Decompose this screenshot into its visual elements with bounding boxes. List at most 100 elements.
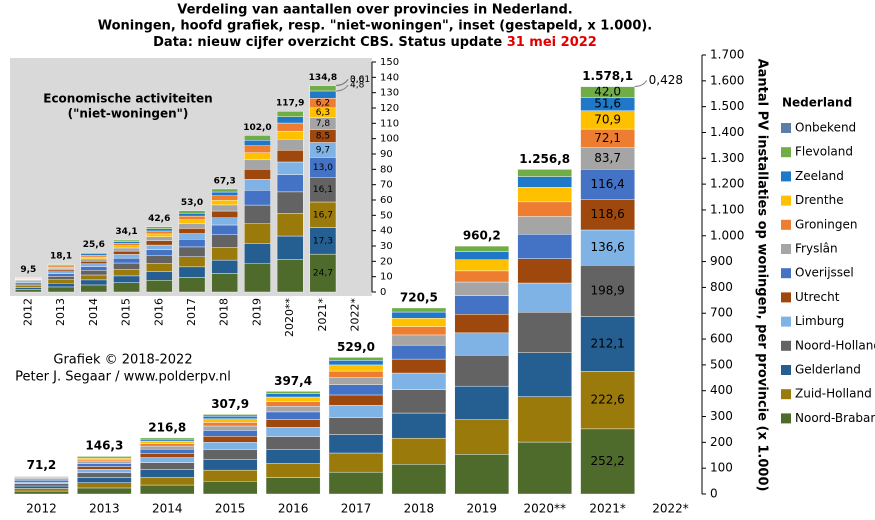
main-y-tick-label: 500 [710, 357, 733, 371]
leader-line [634, 80, 648, 87]
inset-bar-segment [309, 201, 337, 228]
main-bar-segment [391, 437, 447, 465]
inset-bar-segment [145, 279, 173, 293]
inset-bar-segment [178, 256, 206, 268]
inset-bar-segment [276, 259, 304, 293]
main-y-tick-label: 600 [710, 332, 733, 346]
inset-bar-segment [15, 285, 42, 288]
inset-outside-label: 4,8 [350, 80, 365, 90]
main-x-tick-label: 2020** [523, 502, 566, 516]
inset-bar-segment [309, 85, 337, 92]
inset-bar-segment [244, 139, 271, 146]
inset-bar-segment [47, 271, 75, 274]
inset-bar-segment [211, 259, 239, 274]
inset-bar-segment [47, 273, 75, 277]
inset-bar-segment [178, 219, 206, 224]
inset-value-label: 24,7 [313, 269, 333, 279]
main-bar-segment [202, 442, 258, 450]
inset-value-label: 8,5 [316, 131, 330, 141]
inset-bar-segment [276, 122, 304, 132]
inset-bar-segment [178, 266, 206, 278]
inset-y-tick-label: 90 [380, 149, 393, 160]
inset-bar-segment [211, 195, 239, 201]
inset-bar-segment [47, 279, 75, 284]
main-y-tick-label: 300 [710, 409, 733, 423]
inset-bar-segment [244, 243, 271, 264]
main-bar-segment [202, 449, 258, 460]
main-value-label: 42,0 [594, 85, 621, 99]
inset-bar-segment [178, 246, 206, 257]
inset-total-label: 25,6 [83, 240, 105, 250]
inset-bar-segment [80, 263, 108, 267]
legend-title: Nederland [782, 96, 852, 110]
inset-bar-segment [145, 226, 173, 229]
inset-bar-segment [276, 174, 304, 193]
inset-total-label: 42,6 [148, 214, 170, 224]
inset-bar-segment [15, 289, 42, 293]
inset-value-label: 17,3 [313, 236, 333, 246]
main-value-label: 118,6 [590, 207, 624, 221]
main-bar-segment [265, 463, 321, 478]
inset-bar-segment [178, 239, 206, 248]
inset-bar-segment [244, 223, 271, 244]
inset-bar-segment [276, 149, 304, 163]
legend-label: Noord-Holland [795, 338, 875, 352]
main-x-tick-label: 2013 [89, 502, 120, 516]
main-y-tick-label: 800 [710, 280, 733, 294]
legend-label: Fryslân [795, 242, 838, 256]
main-bar-segment [454, 419, 510, 455]
main-bar-segment [391, 344, 447, 360]
inset-bar-segment [47, 283, 75, 288]
main-bar-segment [391, 358, 447, 374]
main-bar-segment [140, 438, 195, 442]
inset-bar-segment [244, 189, 271, 206]
main-bar-segment [328, 394, 384, 406]
inset-bar-segment [145, 255, 173, 264]
inset-bar-segment [113, 269, 140, 277]
inset-bar-segment [309, 227, 337, 255]
main-x-tick-label: 2022* [652, 502, 689, 516]
inset-y-tick-label: 20 [380, 256, 393, 267]
inset-bar-segment [80, 270, 108, 276]
main-bar-segment [265, 391, 321, 394]
main-x-tick-label: 2014 [152, 502, 183, 516]
inset-bar-segment [80, 284, 108, 293]
inset-bar-segment [276, 235, 304, 260]
inset-y-tick-label: 100 [380, 134, 399, 145]
main-bar-segment [202, 481, 258, 495]
main-value-label: 116,4 [590, 177, 624, 191]
inset-bar-segment [145, 236, 173, 241]
inset-y-tick-label: 60 [380, 195, 393, 206]
inset-bar-segment [309, 90, 337, 99]
main-bar-segment [77, 459, 132, 462]
inset-bar-segment [47, 286, 75, 293]
inset-total-label: 53,0 [181, 198, 203, 208]
title-line: Verdeling van aantallen over provincies … [177, 3, 572, 18]
main-bar-segment [265, 477, 321, 495]
main-bar-segment [202, 459, 258, 471]
inset-bar-segment [113, 241, 140, 244]
main-bar-segment [391, 389, 447, 414]
legend-swatch [781, 195, 791, 206]
title-line: Woningen, hoofd grafiek, resp. "niet-won… [98, 19, 653, 34]
main-bar-segment [517, 282, 572, 313]
legend-label: Flevoland [795, 145, 853, 159]
inset-bar-segment [113, 282, 140, 293]
main-x-tick-label: 2015 [215, 502, 246, 516]
main-bar-segment [517, 216, 572, 235]
inset-y-tick-label: 40 [380, 226, 393, 237]
inset-y-tick-label: 70 [380, 180, 393, 191]
inset-bar-segment [113, 275, 140, 283]
inset-bar-segment [244, 135, 271, 141]
inset-bar-segment [113, 239, 140, 242]
main-bar-segment [328, 377, 384, 385]
main-total-label: 720,5 [400, 290, 438, 304]
legend-label: Zeeland [795, 169, 844, 183]
legend-swatch [781, 244, 791, 254]
inset-bar-segment [211, 234, 239, 248]
legend-swatch [781, 171, 791, 182]
main-bar-segment [140, 484, 195, 495]
main-bar-segment [391, 307, 447, 313]
main-y-tick-label: 200 [710, 435, 733, 449]
inset-value-label: 16,7 [313, 210, 333, 220]
